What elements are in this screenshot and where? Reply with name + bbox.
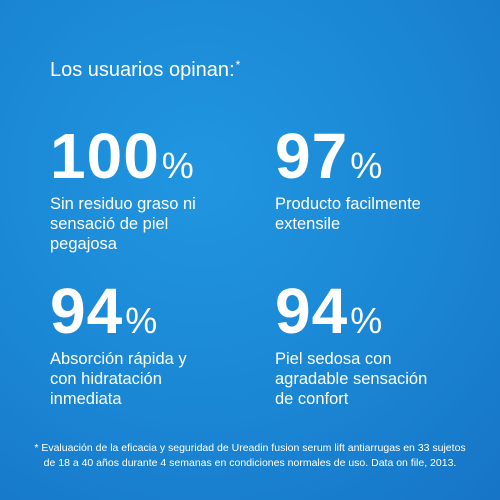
stat-value: 97: [275, 120, 349, 192]
stat-unit: %: [161, 145, 195, 186]
description-line: Producto facilmente: [275, 195, 421, 213]
stat-description: Absorción rápida y con hidratación inmedia…: [50, 349, 260, 409]
stat-description: Producto facilmente extensile: [275, 194, 485, 234]
stat: 100% Sin residuo graso ni sensació de piel…: [50, 124, 260, 254]
stat: 94% Absorción rápida y con hidratación inme…: [50, 279, 260, 409]
stat: 94% Piel sedosa con agradable sensación de …: [275, 279, 485, 409]
description-line: inmediata: [50, 390, 122, 408]
stat-number: 100%: [50, 124, 260, 188]
description-line: agradable sensación: [275, 370, 428, 388]
stat-number: 94%: [275, 279, 485, 343]
description-line: pegajosa: [50, 235, 117, 253]
title: Los usuarios opinan:*: [50, 58, 240, 82]
description-line: sensació de piel: [50, 215, 169, 233]
stat-value: 100: [50, 120, 160, 192]
description-line: Sin residuo graso ni: [50, 195, 196, 213]
description-line: Absorción rápida y: [50, 350, 187, 368]
title-text: Los usuarios opinan:: [50, 59, 235, 81]
description-line: con hidratación: [50, 370, 162, 388]
stat-unit: %: [350, 300, 384, 341]
stat-description: Sin residuo graso ni sensació de piel pega…: [50, 194, 260, 254]
title-mark: *: [235, 58, 241, 72]
description-line: de confort: [275, 390, 349, 408]
footnote-line: de 18 a 40 años durante 4 semanas en con…: [43, 457, 457, 469]
stat: 97% Producto facilmente extensile: [275, 124, 485, 234]
stat-unit: %: [350, 145, 384, 186]
stat-unit: %: [125, 300, 159, 341]
description-line: extensile: [275, 215, 341, 233]
description-line: Piel sedosa con: [275, 350, 392, 368]
stat-number: 94%: [50, 279, 260, 343]
footnote-line: * Evaluación de la eficacia y seguridad …: [34, 442, 466, 454]
stat-value: 94: [50, 275, 124, 347]
stat-value: 94: [275, 275, 349, 347]
footnote: * Evaluación de la eficacia y seguridad …: [0, 441, 500, 471]
stat-description: Piel sedosa con agradable sensación de con…: [275, 349, 485, 409]
stat-number: 97%: [275, 124, 485, 188]
